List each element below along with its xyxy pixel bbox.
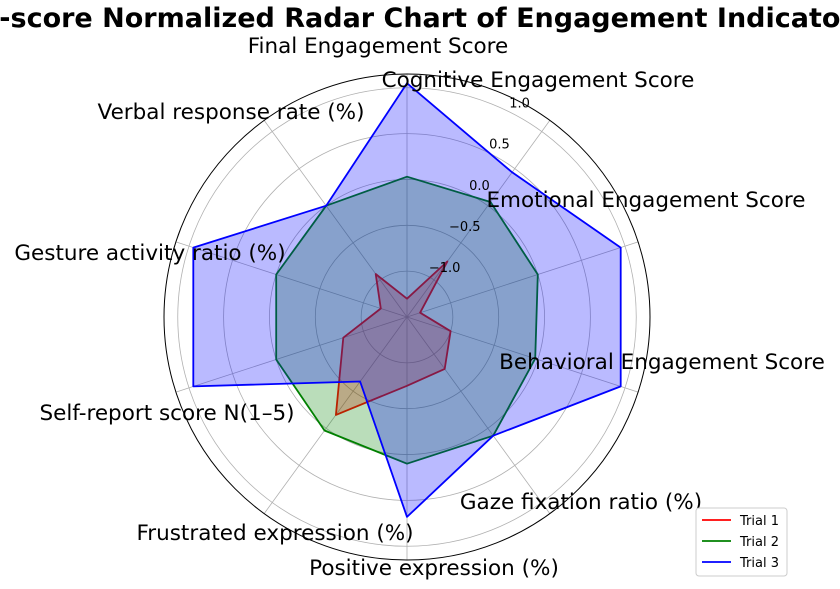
series-line-trial-1 bbox=[334, 260, 452, 416]
series-line-trial-3 bbox=[192, 82, 622, 518]
axis-label: Behavioral Engagement Score bbox=[499, 350, 825, 375]
axis-label: Cognitive Engagement Score bbox=[382, 68, 695, 93]
outer-frame bbox=[163, 73, 651, 561]
grid bbox=[163, 73, 651, 561]
axis-label: Self-report score N(1–5) bbox=[39, 401, 294, 426]
series-line-trial-2 bbox=[275, 175, 539, 465]
radial-tick-label: 0.0 bbox=[469, 179, 490, 194]
legend-frame bbox=[695, 507, 788, 577]
radial-tick-label: 0.5 bbox=[489, 138, 510, 153]
grid-spoke bbox=[175, 316, 408, 393]
grid-spoke bbox=[406, 316, 639, 393]
axis-label: Frustrated expression (%) bbox=[136, 521, 413, 546]
axis-labels: Final Engagement Score Cognitive Engageme… bbox=[14, 34, 824, 581]
axis-label: Emotional Engagement Score bbox=[486, 188, 805, 213]
legend-label: Trial 1 bbox=[739, 514, 779, 529]
axis-label: Gesture activity ratio (%) bbox=[14, 241, 285, 266]
axis-label: Positive expression (%) bbox=[309, 556, 559, 581]
legend-label: Trial 3 bbox=[739, 556, 779, 571]
radial-tick-label: −1.0 bbox=[429, 261, 461, 276]
series-area-trial-3 bbox=[193, 83, 621, 517]
grid-spoke bbox=[175, 241, 408, 318]
grid-spoke bbox=[406, 316, 551, 514]
grid-spoke bbox=[406, 241, 639, 318]
grid-spoke bbox=[263, 120, 408, 318]
grid-spoke bbox=[406, 120, 551, 318]
axis-label: Verbal response rate (%) bbox=[98, 100, 365, 125]
radial-tick-label: 1.0 bbox=[509, 96, 530, 111]
series-area-trial-2 bbox=[276, 176, 538, 464]
legend-label: Trial 2 bbox=[739, 535, 779, 550]
radial-tick-label: −0.5 bbox=[449, 220, 481, 235]
series-layer bbox=[192, 82, 622, 518]
axis-label: Gaze fixation ratio (%) bbox=[460, 490, 702, 515]
radial-tick-labels: −1.0 −0.5 0.0 0.5 1.0 bbox=[429, 96, 530, 276]
legend: Trial 1 Trial 2 Trial 3 bbox=[695, 507, 788, 577]
axis-label: Final Engagement Score bbox=[248, 34, 509, 59]
chart-title: Z-score Normalized Radar Chart of Engage… bbox=[0, 3, 840, 34]
series-area-trial-1 bbox=[335, 261, 451, 415]
